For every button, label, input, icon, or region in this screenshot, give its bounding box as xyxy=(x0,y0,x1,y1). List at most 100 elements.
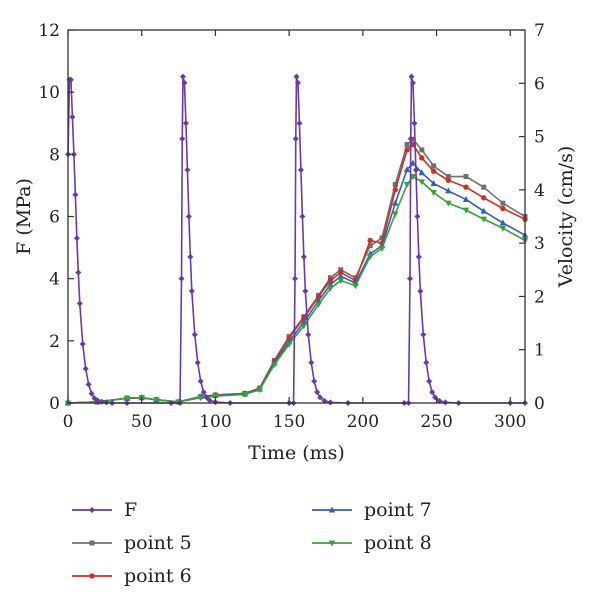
series-point-5 xyxy=(65,136,528,406)
data-point-f xyxy=(179,135,186,142)
legend-item-point-5: point 5 xyxy=(72,532,192,554)
data-point-f xyxy=(417,288,424,295)
legend-label: point 6 xyxy=(124,565,192,587)
data-point-point-5 xyxy=(367,243,373,249)
data-point-f xyxy=(76,300,83,307)
data-point-point-8 xyxy=(430,190,437,197)
data-point-f xyxy=(314,389,321,396)
data-point-point-5 xyxy=(392,182,398,188)
data-point-f xyxy=(188,288,195,295)
data-point-f xyxy=(296,120,303,127)
data-point-point-5 xyxy=(379,235,385,241)
data-point-point-8 xyxy=(418,179,426,186)
data-point-point-7 xyxy=(480,207,487,214)
data-point-point-6 xyxy=(463,184,469,190)
data-point-f xyxy=(420,331,427,338)
data-point-f xyxy=(82,365,89,372)
data-point-point-7 xyxy=(445,187,452,194)
data-point-f xyxy=(69,114,76,121)
y-right-tick-label: 3 xyxy=(534,234,545,254)
data-point-point-5 xyxy=(419,147,425,153)
y-right-tick-label: 2 xyxy=(534,287,545,307)
data-point-point-8 xyxy=(256,387,263,394)
series-line-point-8 xyxy=(67,175,526,404)
data-point-f xyxy=(88,390,95,397)
data-point-f xyxy=(292,135,299,142)
x-tick-label: 250 xyxy=(420,412,452,432)
data-point-point-6 xyxy=(392,187,398,193)
data-point-point-5 xyxy=(431,163,437,169)
data-point-point-8 xyxy=(445,200,452,207)
y-right-tick-label: 4 xyxy=(534,181,545,201)
data-point-point-5 xyxy=(463,174,469,180)
data-point-f xyxy=(407,135,414,142)
data-point-point-7 xyxy=(418,169,426,176)
data-point-f xyxy=(299,213,306,220)
x-axis-title: Time (ms) xyxy=(248,442,345,464)
series-line-point-6 xyxy=(67,143,526,404)
data-point-point-8 xyxy=(462,207,470,214)
data-point-point-8 xyxy=(337,277,344,284)
data-point-f xyxy=(300,253,307,260)
data-point-f xyxy=(311,378,318,385)
data-point-point-8 xyxy=(499,225,507,232)
data-point-f xyxy=(75,269,82,276)
data-point-f xyxy=(426,378,433,385)
data-point-point-6 xyxy=(404,147,410,153)
legend-label: F xyxy=(124,499,137,521)
x-tick-label: 0 xyxy=(63,412,74,432)
y-left-tick-label: 4 xyxy=(49,270,60,290)
data-point-point-8 xyxy=(327,285,334,292)
data-point-f xyxy=(184,166,191,173)
data-point-point-5 xyxy=(445,174,451,180)
series-f xyxy=(65,73,528,406)
data-point-f xyxy=(292,275,299,282)
y-right-tick-label: 0 xyxy=(534,394,545,414)
data-point-f xyxy=(85,381,92,388)
data-point-f xyxy=(415,253,422,260)
data-point-point-8 xyxy=(403,182,411,189)
data-point-point-6 xyxy=(419,155,425,161)
data-point-f xyxy=(191,331,198,338)
data-point-f xyxy=(308,359,315,366)
data-point-point-8 xyxy=(392,211,399,218)
x-tick-label: 300 xyxy=(494,412,526,432)
data-point-point-8 xyxy=(480,216,487,223)
series-line-point-7 xyxy=(67,162,526,404)
legend-item-point-8: point 8 xyxy=(312,532,432,554)
y-left-tick-label: 6 xyxy=(49,208,60,228)
x-tick-label: 200 xyxy=(347,412,379,432)
data-point-point-8 xyxy=(352,283,359,290)
data-point-point-8 xyxy=(241,391,249,398)
data-point-f xyxy=(294,79,301,86)
data-point-f xyxy=(182,120,189,127)
y-left-tick-label: 8 xyxy=(49,145,60,165)
legend-label: point 5 xyxy=(124,532,192,554)
data-point-point-6 xyxy=(367,237,373,244)
y-right-tick-label: 5 xyxy=(534,128,545,148)
y-left-tick-label: 2 xyxy=(49,332,60,352)
data-point-f xyxy=(407,275,414,282)
data-point-point-6 xyxy=(500,205,506,212)
data-point-f xyxy=(200,389,207,396)
data-point-point-8 xyxy=(367,253,374,260)
legend-item-f: F xyxy=(72,499,137,521)
y-left-tick-label: 12 xyxy=(38,21,60,41)
y-right-axis-title: Velocity (cm/s) xyxy=(555,146,577,289)
data-point-point-7 xyxy=(392,199,399,206)
data-point-point-8 xyxy=(285,341,293,348)
data-point-f xyxy=(412,166,419,173)
data-point-f xyxy=(321,397,328,404)
data-point-f xyxy=(73,235,80,242)
y-left-axis-title: F (MPa) xyxy=(13,178,35,255)
data-point-point-5 xyxy=(500,200,506,206)
legend-marker xyxy=(328,506,336,513)
data-point-f xyxy=(297,166,304,173)
data-point-f xyxy=(179,73,186,80)
series-line-f xyxy=(67,75,525,404)
data-point-point-8 xyxy=(315,301,322,308)
data-point-point-7 xyxy=(499,219,507,226)
data-point-f xyxy=(72,191,79,198)
legend-marker xyxy=(89,573,95,579)
y-left-tick-label: 10 xyxy=(38,83,60,103)
